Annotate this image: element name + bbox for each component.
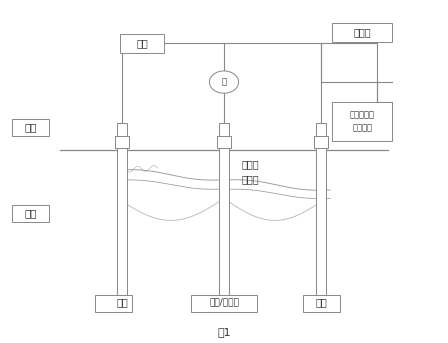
- Bar: [332, 102, 392, 141]
- Bar: [314, 136, 328, 148]
- Text: 图1: 图1: [217, 327, 231, 337]
- Bar: [95, 295, 133, 311]
- Text: 土壤地下水
净化设备: 土壤地下水 净化设备: [350, 111, 375, 133]
- Bar: [117, 122, 127, 300]
- Bar: [12, 204, 49, 222]
- Bar: [12, 119, 49, 136]
- Text: 电流: 电流: [136, 38, 148, 48]
- Bar: [115, 136, 129, 148]
- Text: 注入/抽提井: 注入/抽提井: [209, 297, 239, 306]
- Bar: [217, 136, 231, 148]
- Text: 泵: 泵: [221, 78, 227, 86]
- Text: 电极: 电极: [315, 297, 327, 307]
- Bar: [191, 295, 257, 311]
- Text: 通电加
热土壤: 通电加 热土壤: [242, 159, 259, 184]
- Bar: [316, 122, 326, 300]
- Text: 地上: 地上: [24, 122, 37, 132]
- Bar: [303, 295, 340, 311]
- Text: 电极: 电极: [116, 297, 128, 307]
- Bar: [120, 34, 164, 52]
- Bar: [332, 23, 392, 42]
- Bar: [219, 122, 229, 300]
- Text: 地下: 地下: [24, 208, 37, 218]
- Circle shape: [209, 71, 239, 93]
- Text: 加药机: 加药机: [353, 27, 371, 37]
